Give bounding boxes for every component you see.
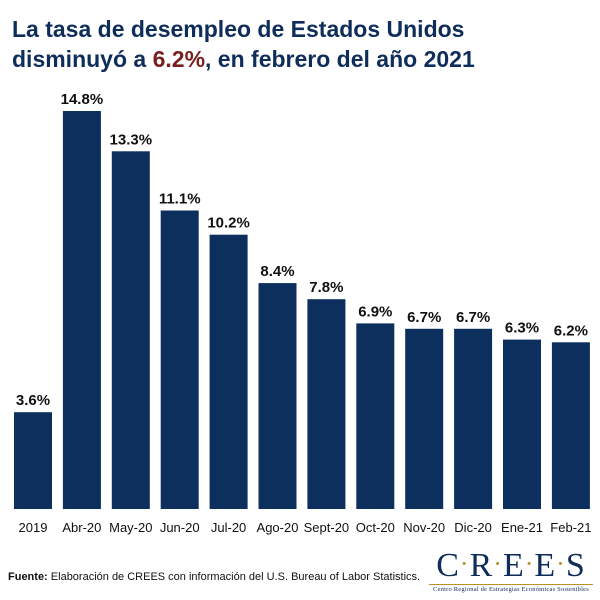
category-label: Ago-20 [257,520,299,535]
category-label: Nov-20 [403,520,445,535]
category-label: Sept-20 [304,520,350,535]
value-label: 6.3% [505,320,539,337]
value-label: 6.2% [554,322,588,339]
value-label: 8.4% [260,263,294,280]
logo-letter: R [469,547,494,584]
category-label: Jun-20 [160,520,200,535]
value-label: 6.9% [358,303,392,320]
logo-wordmark: C·R·E·E·S [436,547,586,584]
bar-jul-20 [209,234,248,509]
crees-logo: C·R·E·E·S Centro Regional de Estrategias… [425,547,597,593]
value-label: 13.3% [110,131,153,148]
value-label: 7.8% [309,279,343,296]
category-label: Jul-20 [211,520,246,535]
bar-feb-21 [551,342,590,509]
bar-abr-20 [62,111,101,509]
category-label: Ene-21 [501,520,543,535]
source-text: Elaboración de CREES con información del… [47,571,421,583]
value-label: 11.1% [159,191,201,208]
bar-may-20 [111,151,150,510]
bar-oct-20 [356,323,395,509]
value-label: 3.6% [16,392,50,409]
title-line-1: La tasa de desempleo de Estados Unidos [12,16,465,42]
value-label: 10.2% [207,215,250,232]
bar-chart: 3.6% 2019 14.8% Abr-20 13.3% May-20 11.1% Jun-2… [14,91,592,535]
title-line-2-pre: disminuyó a [12,46,153,72]
value-label: 14.8% [61,91,104,108]
bar-2019 [14,412,52,509]
logo-letter: E [534,547,557,584]
logo-letter: E [502,547,525,584]
category-label: Abr-20 [62,520,101,535]
bar-jun-20 [160,210,199,509]
source-label: Fuente: [8,571,48,583]
logo-letter: C [436,547,460,584]
title-accent-value: 6.2% [152,46,206,72]
value-label: 6.7% [407,309,441,326]
logo-letter: S [565,547,586,584]
category-label: May-20 [109,520,152,535]
category-label: 2019 [19,520,48,535]
value-label: 6.7% [456,309,490,326]
bar-ago-20 [258,283,297,509]
bar-nov-20 [405,328,444,509]
title-line-2: disminuyó a 6.2%, en febrero del año 202… [12,44,592,74]
bar-dic-20 [454,328,493,509]
bar-sept-20 [307,299,346,509]
logo-subtitle: Centro Regional de Estrategias Económica… [433,586,589,593]
category-label: Dic-20 [454,520,492,535]
title-line-2-post: , en febrero del año 2021 [205,46,475,72]
bar-ene-21 [503,339,541,509]
chart-title: La tasa de desempleo de Estados Unidos d… [12,14,592,74]
logo-rule [429,584,593,585]
source-note: Fuente: Elaboración de CREES con informa… [8,571,420,583]
category-label: Feb-21 [550,520,591,535]
category-label: Oct-20 [356,520,395,535]
